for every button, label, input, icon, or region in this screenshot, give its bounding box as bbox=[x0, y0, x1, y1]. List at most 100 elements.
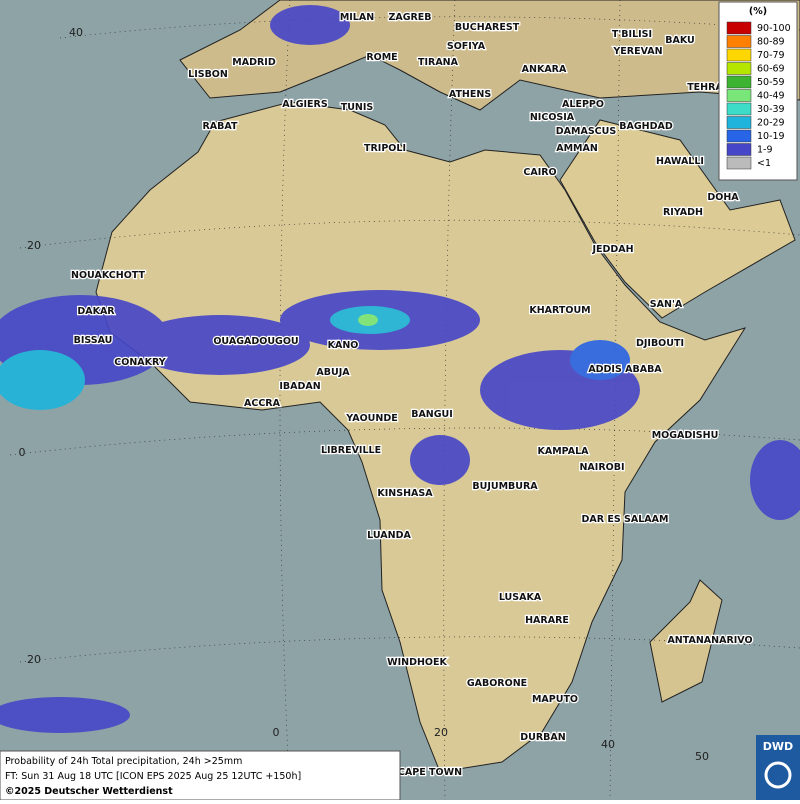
city-label: OUAGADOUGOU bbox=[213, 336, 298, 347]
city-label: DURBAN bbox=[520, 732, 566, 743]
city-label: ANKARA bbox=[522, 64, 567, 75]
legend-label: 1-9 bbox=[757, 145, 773, 156]
city-label: CONAKRY bbox=[114, 357, 166, 368]
city-label: ADDIS ABABA bbox=[588, 364, 662, 375]
legend-label: 20-29 bbox=[757, 118, 785, 129]
grid-label: 40 bbox=[69, 26, 83, 39]
city-label: MOGADISHU bbox=[652, 430, 719, 441]
city-label: TIRANA bbox=[418, 57, 459, 68]
city-label: KHARTOUM bbox=[529, 305, 590, 316]
legend-label: 10-19 bbox=[757, 131, 785, 142]
legend-label: <1 bbox=[757, 158, 771, 169]
legend-label: 40-49 bbox=[757, 91, 785, 102]
city-label: NOUAKCHOTT bbox=[71, 270, 145, 281]
grid-labels: 40 20 0 20 0 20 40 50 bbox=[19, 26, 710, 763]
city-label: DOHA bbox=[707, 192, 739, 203]
city-label: YAOUNDE bbox=[345, 413, 397, 424]
legend-label: 80-89 bbox=[757, 37, 785, 48]
city-label: LISBON bbox=[188, 69, 228, 80]
city-label: NICOSIA bbox=[530, 112, 575, 123]
city-label: CAIRO bbox=[523, 167, 556, 178]
grid-label: 20 bbox=[27, 239, 41, 252]
city-label: KINSHASA bbox=[377, 488, 433, 499]
legend-swatch bbox=[726, 75, 752, 89]
caption-line: Probability of 24h Total precipitation, … bbox=[5, 756, 242, 767]
logo-text: DWD bbox=[763, 740, 793, 753]
city-label: IBADAN bbox=[279, 381, 320, 392]
legend-label: 60-69 bbox=[757, 64, 785, 75]
city-label: HARARE bbox=[525, 615, 569, 626]
city-label: ROME bbox=[366, 52, 397, 63]
city-label: BANGUI bbox=[411, 409, 453, 420]
grid-label: 40 bbox=[601, 738, 615, 751]
legend-title: (%) bbox=[749, 6, 767, 17]
city-label: BUCHAREST bbox=[455, 22, 520, 33]
legend-swatch bbox=[726, 156, 752, 170]
city-label: MADRID bbox=[232, 57, 276, 68]
legend-swatch bbox=[726, 102, 752, 116]
city-label: TRIPOLI bbox=[364, 143, 406, 154]
city-label: WINDHOEK bbox=[387, 657, 447, 668]
city-label: AMMAN bbox=[556, 143, 598, 154]
logo: DWD bbox=[756, 735, 800, 800]
city-label: LUSAKA bbox=[499, 592, 542, 603]
city-labels: MILAN ZAGREB BUCHAREST SOFIYA ROME TIRANA LISB… bbox=[70, 11, 754, 780]
grid-label: 50 bbox=[695, 750, 709, 763]
city-label: ALEPPO bbox=[562, 99, 604, 110]
city-label: RABAT bbox=[202, 121, 238, 132]
city-label: ZAGREB bbox=[388, 12, 431, 23]
city-label: SAN'A bbox=[650, 299, 683, 310]
city-label: DAKAR bbox=[77, 306, 115, 317]
grid-label: 20 bbox=[434, 726, 448, 739]
city-label: BUJUMBURA bbox=[472, 481, 538, 492]
city-label: HAWALLI bbox=[656, 156, 704, 167]
legend-swatch bbox=[726, 21, 752, 35]
city-label: CAPE TOWN bbox=[398, 767, 462, 778]
city-label: KAMPALA bbox=[537, 446, 589, 457]
city-label: ACCRA bbox=[244, 398, 281, 409]
legend-swatch bbox=[726, 62, 752, 75]
city-label: GABORONE bbox=[467, 678, 527, 689]
legend-label: 70-79 bbox=[757, 50, 785, 61]
legend-label: 30-39 bbox=[757, 104, 785, 115]
legend-label: 50-59 bbox=[757, 77, 785, 88]
caption-line: ©2025 Deutscher Wetterdienst bbox=[5, 786, 173, 797]
caption-line: FT: Sun 31 Aug 18 UTC [ICON EPS 2025 Aug… bbox=[5, 771, 301, 782]
city-label: TUNIS bbox=[341, 102, 374, 113]
legend-label: 90-100 bbox=[757, 23, 791, 34]
legend-swatch bbox=[726, 35, 752, 48]
madagascar bbox=[649, 579, 723, 703]
city-label: SOFIYA bbox=[447, 41, 486, 52]
arabia bbox=[559, 119, 796, 319]
legend: (%) 90-100 80-89 70-79 60-69 50-59 40-49 30-39… bbox=[718, 1, 798, 181]
precip-areas bbox=[0, 5, 800, 733]
city-label: BAGHDAD bbox=[619, 121, 673, 132]
city-label: DJIBOUTI bbox=[636, 338, 684, 349]
city-label: MILAN bbox=[340, 12, 374, 23]
legend-swatch bbox=[726, 129, 752, 143]
caption-box: Probability of 24h Total precipitation, … bbox=[0, 750, 401, 801]
city-label: RIYADH bbox=[663, 207, 703, 218]
grid-label: 0 bbox=[273, 726, 280, 739]
city-label: NAIROBI bbox=[579, 462, 624, 473]
legend-swatch bbox=[726, 143, 752, 156]
city-label: MAPUTO bbox=[532, 694, 578, 705]
city-label: DAR ES SALAAM bbox=[582, 514, 669, 525]
city-label: ANTANANARIVO bbox=[667, 635, 752, 646]
city-label: DAMASCUS bbox=[556, 126, 617, 137]
legend-swatch bbox=[726, 116, 752, 129]
city-label: JEDDAH bbox=[591, 244, 633, 255]
city-label: YEREVAN bbox=[612, 46, 662, 57]
city-label: LIBREVILLE bbox=[321, 445, 381, 456]
legend-swatch bbox=[726, 89, 752, 102]
legend-swatch bbox=[726, 48, 752, 62]
city-label: ALGIERS bbox=[282, 99, 328, 110]
city-label: ABUJA bbox=[316, 367, 350, 378]
city-label: BISSAU bbox=[74, 335, 113, 346]
city-label: LUANDA bbox=[367, 530, 411, 541]
city-label: T'BILISI bbox=[612, 29, 652, 40]
city-label: KANO bbox=[328, 340, 359, 351]
grid-label: 20 bbox=[27, 653, 41, 666]
city-label: ATHENS bbox=[449, 89, 491, 100]
